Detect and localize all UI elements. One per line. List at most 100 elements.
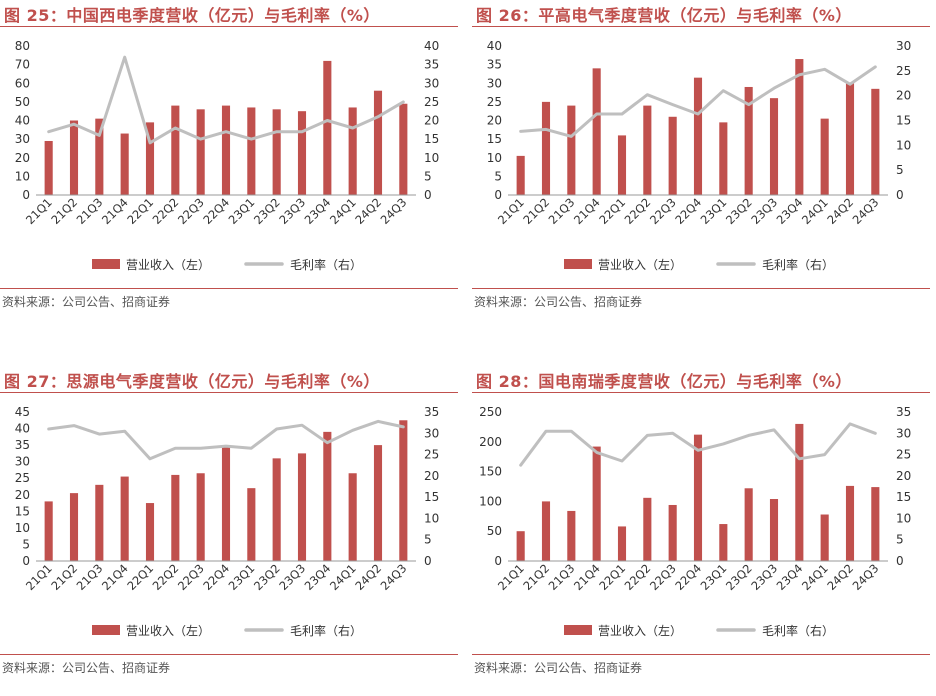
chart-title: 图 25：中国西电季度营收（亿元）与毛利率（%） [4, 6, 380, 25]
y-right-tick-label: 5 [424, 533, 432, 547]
bar [820, 118, 829, 195]
bar [399, 103, 408, 195]
bar [617, 135, 627, 195]
x-tick-label: 21Q4 [571, 195, 603, 227]
bar [820, 514, 829, 561]
y-right-tick-label: 25 [424, 448, 439, 462]
bar [297, 453, 307, 561]
bar [120, 133, 129, 195]
y-left-tick-label: 40 [15, 422, 30, 436]
x-tick-label: 21Q4 [99, 195, 131, 227]
bar [145, 122, 155, 195]
bar [272, 458, 281, 561]
x-tick-label: 22Q4 [672, 195, 704, 227]
y-left-tick-label: 40 [15, 114, 30, 128]
bar [373, 445, 383, 561]
bar [373, 90, 383, 195]
y-left-tick-label: 80 [15, 39, 30, 53]
y-right-tick-label: 10 [896, 511, 911, 525]
y-right-tick-label: 20 [896, 89, 911, 103]
y-left-tick-label: 10 [15, 521, 30, 535]
bar [795, 423, 804, 561]
bar [516, 155, 525, 195]
y-right-tick-label: 20 [896, 469, 911, 483]
bar [567, 105, 576, 195]
x-tick-label: 24Q1 [327, 561, 359, 593]
y-left-tick-label: 5 [494, 169, 502, 183]
legend-bar-swatch [92, 259, 120, 269]
bar [196, 109, 205, 195]
y-right-tick-label: 15 [896, 490, 911, 504]
x-tick-label: 23Q1 [226, 195, 258, 227]
bar [845, 485, 855, 561]
y-right-tick-label: 20 [424, 114, 439, 128]
bar [769, 499, 779, 561]
chart-panel-28: 图 28：国电南瑞季度营收（亿元）与毛利率（%） 0 50 100 150 200 250… [472, 366, 932, 696]
y-left-tick-label: 35 [15, 438, 30, 452]
x-tick-label: 22Q3 [647, 195, 679, 227]
legend-line-label: 毛利率（右） [290, 257, 362, 272]
bar [541, 501, 551, 561]
x-tick-label: 22Q2 [150, 195, 182, 227]
y-right-tick-label: 35 [896, 405, 911, 419]
bar [516, 531, 525, 561]
bar [541, 101, 551, 195]
bar [769, 98, 779, 195]
legend-bar-label: 营业收入（左） [126, 257, 210, 272]
bar [323, 60, 332, 196]
bar [693, 77, 703, 195]
y-left-tick-label: 100 [479, 494, 502, 508]
x-tick-label: 22Q3 [647, 561, 679, 593]
bar [171, 474, 180, 561]
y-left-tick-label: 45 [15, 405, 30, 419]
bar [871, 487, 880, 561]
x-tick-label: 22Q4 [672, 561, 704, 593]
y-right-tick-label: 5 [424, 169, 432, 183]
bar [247, 488, 256, 561]
chart-title: 图 27：思源电气季度营收（亿元）与毛利率（%） [4, 372, 380, 391]
y-left-tick-label: 50 [487, 524, 502, 538]
y-left-tick-label: 5 [22, 537, 30, 551]
x-tick-label: 21Q2 [520, 561, 552, 593]
x-tick-label: 23Q3 [748, 195, 780, 227]
chart-svg: 0510152025303540450510152025303521Q121Q2… [15, 405, 440, 638]
legend-bar-label: 营业收入（左） [126, 623, 210, 638]
legend-bar-swatch [92, 625, 120, 635]
y-right-tick-label: 35 [424, 58, 439, 72]
x-tick-label: 24Q3 [378, 561, 410, 593]
x-tick-label: 23Q4 [302, 561, 334, 593]
x-tick-label: 21Q3 [74, 561, 106, 593]
x-tick-label: 23Q1 [698, 195, 730, 227]
bar [323, 431, 332, 561]
x-tick-label: 22Q3 [175, 195, 207, 227]
y-right-tick-label: 10 [424, 151, 439, 165]
x-tick-label: 24Q2 [352, 561, 384, 593]
y-right-tick-label: 25 [424, 95, 439, 109]
y-left-tick-label: 50 [15, 95, 30, 109]
y-left-tick-label: 30 [15, 132, 30, 146]
x-tick-label: 22Q2 [622, 195, 654, 227]
x-tick-label: 22Q1 [124, 195, 156, 227]
y-right-tick-label: 40 [424, 39, 439, 53]
bar [145, 503, 155, 561]
bar [221, 105, 231, 195]
bar [399, 420, 408, 561]
chart-title: 图 28：国电南瑞季度营收（亿元）与毛利率（%） [476, 372, 852, 391]
bar [95, 484, 104, 561]
chart-svg: 051015202530354005101520253021Q121Q221Q3… [487, 39, 912, 272]
title-divider [472, 392, 930, 393]
title-divider [0, 26, 458, 27]
x-tick-label: 24Q2 [824, 561, 856, 593]
x-tick-label: 22Q1 [596, 195, 628, 227]
y-left-tick-label: 60 [15, 76, 30, 90]
x-tick-label: 21Q4 [571, 561, 603, 593]
y-left-tick-label: 35 [487, 58, 502, 72]
y-right-tick-label: 30 [424, 426, 439, 440]
y-right-tick-label: 30 [896, 39, 911, 53]
bar [348, 473, 357, 561]
title-divider [0, 392, 458, 393]
x-tick-label: 24Q3 [378, 195, 410, 227]
y-left-tick-label: 30 [15, 455, 30, 469]
y-right-tick-label: 15 [424, 132, 439, 146]
legend-bar-label: 营业收入（左） [598, 257, 682, 272]
